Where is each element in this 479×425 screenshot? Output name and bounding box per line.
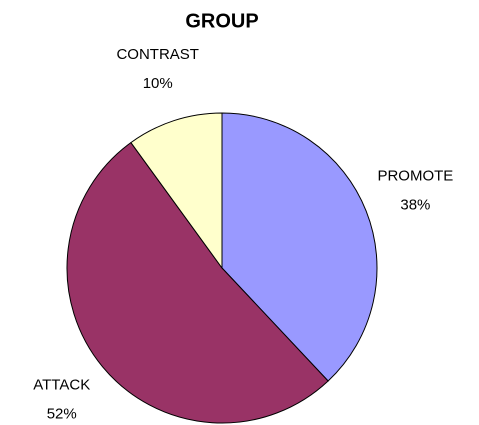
chart-title: GROUP	[185, 10, 258, 32]
slice-label: ATTACK	[33, 377, 90, 394]
pie-slice	[66, 141, 329, 424]
slice-value-label: 52%	[47, 406, 77, 423]
pie-slice	[130, 112, 223, 270]
slice-label: CONTRAST	[116, 46, 199, 63]
slice-value-label: 38%	[400, 196, 430, 213]
slice-value-label: 10%	[143, 75, 173, 92]
pie-slice	[221, 112, 378, 382]
slice-label: PROMOTE	[377, 167, 453, 184]
